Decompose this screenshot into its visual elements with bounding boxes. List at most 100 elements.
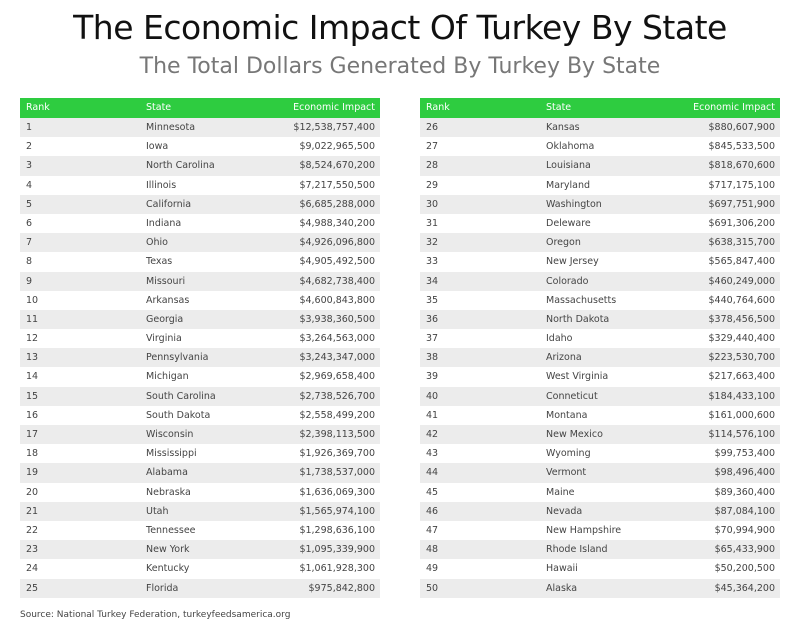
table-row: 44 Vermont $98,496,400 — [420, 463, 780, 483]
rank-cell: 33 — [426, 256, 439, 268]
state-cell: Utah — [146, 505, 169, 517]
state-cell: New Jersey — [546, 256, 599, 268]
table-row: 29 Maryland $717,175,100 — [420, 176, 780, 195]
impact-cell: $2,558,499,200 — [299, 409, 375, 421]
table-row: 34 Colorado $460,249,000 — [420, 271, 780, 291]
table-row: 3 North Carolina $8,524,670,200 — [20, 156, 380, 176]
rank-cell: 40 — [426, 390, 439, 402]
rank-cell: 37 — [426, 333, 439, 345]
state-cell: Oregon — [546, 237, 581, 249]
impact-cell: $691,306,200 — [708, 217, 775, 229]
rank-cell: 6 — [26, 217, 33, 229]
rank-cell: 16 — [26, 409, 39, 421]
impact-cell: $717,175,100 — [708, 179, 775, 191]
impact-cell: $460,249,000 — [708, 275, 775, 287]
state-cell: Deleware — [546, 217, 591, 229]
impact-cell: $7,217,550,500 — [299, 179, 375, 191]
rank-cell: 28 — [426, 160, 439, 172]
table-row: 28 Louisiana $818,670,600 — [420, 156, 780, 176]
rank-cell: 26 — [426, 122, 439, 133]
table-row: 5 California $6,685,288,000 — [20, 194, 380, 214]
impact-cell: $2,738,526,700 — [299, 390, 375, 402]
impact-cell: $3,264,563,000 — [299, 333, 375, 345]
state-cell: Alabama — [146, 467, 188, 479]
state-cell: West Virginia — [546, 371, 609, 383]
rank-cell: 22 — [26, 524, 39, 536]
table-row: 31 Deleware $691,306,200 — [420, 214, 780, 233]
table-row: 20 Nebraska $1,636,069,300 — [20, 483, 380, 502]
rank-cell: 30 — [426, 198, 439, 210]
impact-cell: $9,022,965,500 — [299, 141, 375, 153]
impact-cell: $880,607,900 — [708, 122, 775, 133]
rank-cell: 17 — [26, 429, 39, 440]
impact-cell: $440,764,600 — [708, 294, 775, 306]
table-row: 19 Alabama $1,738,537,000 — [20, 463, 380, 483]
rank-cell: 49 — [426, 563, 439, 575]
rank-cell: 14 — [26, 371, 39, 383]
rank-cell: 29 — [426, 179, 439, 191]
rank-cell: 45 — [426, 486, 439, 498]
impact-cell: $50,200,500 — [714, 563, 775, 575]
header-impact: Economic Impact — [693, 102, 775, 113]
state-cell: Maine — [546, 486, 575, 498]
rank-cell: 31 — [426, 217, 439, 229]
impact-cell: $6,685,288,000 — [299, 198, 375, 210]
table-row: 10 Arkansas $4,600,843,800 — [20, 291, 380, 310]
table-header: Rank State Economic Impact — [420, 98, 780, 118]
rank-cell: 47 — [426, 524, 439, 536]
impact-cell: $638,315,700 — [708, 237, 775, 249]
table-row: 9 Missouri $4,682,738,400 — [20, 271, 380, 291]
impact-cell: $65,433,900 — [714, 544, 775, 556]
rank-cell: 19 — [26, 467, 39, 479]
state-cell: Massachusetts — [546, 294, 617, 306]
rank-cell: 35 — [426, 294, 439, 306]
state-cell: Louisiana — [546, 160, 591, 172]
ranking-table-left: Rank State Economic Impact 1 Minnesota $12,53… — [20, 98, 380, 598]
table-row: 30 Washington $697,751,900 — [420, 194, 780, 214]
table-row: 39 West Virginia $217,663,400 — [420, 367, 780, 386]
state-cell: New York — [146, 544, 190, 556]
table-row: 26 Kansas $880,607,900 — [420, 118, 780, 138]
impact-cell: $565,847,400 — [708, 256, 775, 268]
table-row: 8 Texas $4,905,492,500 — [20, 252, 380, 271]
header-rank: Rank — [426, 102, 450, 113]
state-cell: Iowa — [146, 141, 169, 153]
state-cell: North Dakota — [546, 313, 610, 325]
impact-cell: $217,663,400 — [708, 371, 775, 383]
state-cell: California — [146, 198, 192, 210]
rank-cell: 27 — [426, 141, 439, 153]
impact-cell: $45,364,200 — [714, 582, 775, 594]
table-row: 4 Illinois $7,217,550,500 — [20, 176, 380, 195]
state-cell: Florida — [146, 582, 179, 594]
impact-cell: $975,842,800 — [308, 582, 375, 594]
impact-cell: $1,926,369,700 — [299, 448, 375, 460]
rank-cell: 34 — [426, 275, 439, 287]
table-row: 50 Alaska $45,364,200 — [420, 578, 780, 598]
impact-cell: $3,938,360,500 — [299, 313, 375, 325]
impact-cell: $8,524,670,200 — [299, 160, 375, 172]
impact-cell: $845,533,500 — [708, 141, 775, 153]
header-state: State — [146, 102, 172, 113]
impact-cell: $1,095,339,900 — [299, 544, 375, 556]
rank-cell: 15 — [26, 390, 39, 402]
state-cell: Nevada — [546, 505, 583, 517]
table-row: 35 Massachusetts $440,764,600 — [420, 291, 780, 310]
table-row: 41 Montana $161,000,600 — [420, 406, 780, 425]
state-cell: Pennsylvania — [146, 352, 209, 364]
table-row: 12 Virginia $3,264,563,000 — [20, 329, 380, 348]
table-row: 11 Georgia $3,938,360,500 — [20, 309, 380, 330]
impact-cell: $89,360,400 — [714, 486, 775, 498]
state-cell: Wyoming — [546, 448, 591, 460]
state-cell: Nebraska — [146, 486, 191, 498]
impact-cell: $70,994,900 — [714, 524, 775, 536]
state-cell: Virginia — [146, 333, 182, 345]
impact-cell: $378,456,500 — [708, 313, 775, 325]
state-cell: New Mexico — [546, 429, 603, 440]
impact-cell: $329,440,400 — [708, 333, 775, 345]
rank-cell: 2 — [26, 141, 33, 153]
state-cell: Arizona — [546, 352, 582, 364]
rank-cell: 20 — [26, 486, 39, 498]
impact-cell: $818,670,600 — [708, 160, 775, 172]
state-cell: Arkansas — [146, 294, 190, 306]
impact-cell: $4,600,843,800 — [299, 294, 375, 306]
